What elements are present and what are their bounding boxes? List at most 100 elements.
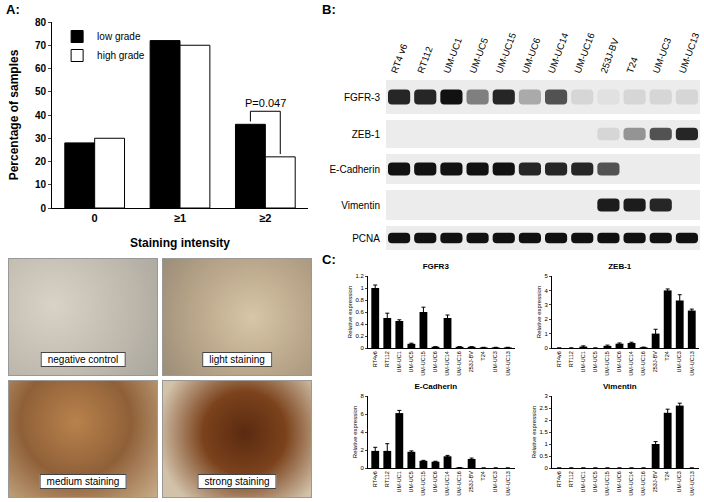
svg-text:UM-UC5: UM-UC5 [408, 471, 414, 492]
svg-text:UM-UC1: UM-UC1 [580, 351, 586, 372]
svg-text:ZEB-1: ZEB-1 [352, 129, 381, 140]
svg-text:UM-UC1: UM-UC1 [396, 351, 402, 372]
svg-text:UM-UC3: UM-UC3 [493, 471, 499, 492]
svg-text:Staining intensity: Staining intensity [130, 236, 230, 250]
svg-text:PCNA: PCNA [352, 233, 380, 244]
svg-text:1: 1 [544, 331, 548, 337]
svg-text:RT4v6: RT4v6 [372, 471, 378, 487]
svg-text:3: 3 [544, 393, 548, 399]
svg-text:UM-UC16: UM-UC16 [640, 351, 646, 375]
svg-text:30: 30 [35, 133, 47, 144]
svg-text:UM-UC3: UM-UC3 [650, 36, 673, 74]
svg-text:E-Cadherin: E-Cadherin [414, 382, 457, 391]
svg-text:RT112: RT112 [568, 471, 574, 487]
svg-text:UM-UC5: UM-UC5 [408, 351, 414, 372]
svg-text:5: 5 [544, 273, 548, 279]
svg-text:UM-UC3: UM-UC3 [677, 351, 683, 372]
svg-text:3: 3 [544, 302, 548, 308]
svg-text:40: 40 [35, 110, 47, 121]
svg-text:0.4: 0.4 [355, 321, 364, 327]
svg-text:T24: T24 [480, 351, 486, 360]
svg-text:1: 1 [360, 285, 364, 291]
svg-text:Relative expression: Relative expression [536, 286, 542, 338]
svg-text:UM-UC3: UM-UC3 [677, 471, 683, 492]
svg-text:RT4v6: RT4v6 [556, 471, 562, 487]
svg-text:0: 0 [360, 465, 364, 471]
svg-text:UM-UC15: UM-UC15 [493, 31, 518, 74]
svg-text:0: 0 [360, 345, 364, 351]
svg-text:T24: T24 [624, 56, 640, 75]
svg-text:B:: B: [322, 2, 336, 17]
svg-text:20: 20 [35, 156, 47, 167]
svg-text:UM-UC1: UM-UC1 [580, 471, 586, 492]
svg-text:T24: T24 [664, 351, 670, 360]
svg-text:Relative expression: Relative expression [531, 406, 537, 458]
svg-text:UM-UC16: UM-UC16 [640, 471, 646, 495]
svg-text:1.2: 1.2 [355, 273, 364, 279]
svg-text:P=0.047: P=0.047 [245, 97, 286, 109]
svg-text:UM-UC16: UM-UC16 [572, 31, 597, 74]
svg-text:2.5: 2.5 [539, 405, 548, 411]
svg-text:UM-UC13: UM-UC13 [689, 351, 695, 375]
svg-text:8: 8 [360, 393, 364, 399]
svg-text:10: 10 [35, 179, 47, 190]
svg-text:60: 60 [35, 63, 47, 74]
svg-text:253J-BV: 253J-BV [468, 471, 474, 492]
svg-text:70: 70 [35, 40, 47, 51]
svg-text:0.6: 0.6 [355, 309, 364, 315]
svg-text:0: 0 [40, 203, 46, 214]
svg-text:Vimentin: Vimentin [603, 382, 637, 391]
svg-text:UM-UC14: UM-UC14 [628, 351, 634, 375]
svg-text:ZEB-1: ZEB-1 [608, 262, 632, 271]
svg-text:UM-UC1: UM-UC1 [396, 471, 402, 492]
svg-text:80: 80 [35, 17, 47, 28]
svg-text:2: 2 [544, 316, 548, 322]
svg-text:253J-BV: 253J-BV [652, 471, 658, 492]
svg-text:RT4v6: RT4v6 [556, 351, 562, 367]
svg-text:UM-UC15: UM-UC15 [604, 351, 610, 375]
svg-text:FGFR-3: FGFR-3 [344, 92, 381, 103]
svg-text:0: 0 [544, 345, 548, 351]
svg-text:253J-BV: 253J-BV [652, 351, 658, 372]
svg-text:UM-UC16: UM-UC16 [456, 351, 462, 375]
svg-text:UM-UC15: UM-UC15 [604, 471, 610, 495]
svg-text:0: 0 [544, 465, 548, 471]
svg-text:FGFR3: FGFR3 [423, 262, 450, 271]
svg-text:RT112: RT112 [384, 471, 390, 487]
svg-text:RT112: RT112 [568, 351, 574, 367]
svg-text:1.5: 1.5 [539, 429, 548, 435]
svg-text:UM-UC13: UM-UC13 [689, 471, 695, 495]
svg-text:4: 4 [360, 429, 364, 435]
svg-text:0.5: 0.5 [539, 453, 548, 459]
svg-text:UM-UC16: UM-UC16 [456, 471, 462, 495]
svg-text:UM-UC14: UM-UC14 [444, 351, 450, 375]
svg-text:UM-UC5: UM-UC5 [467, 36, 490, 74]
svg-text:RT112: RT112 [384, 351, 390, 367]
svg-text:253J-BV: 253J-BV [598, 36, 621, 75]
svg-text:T24: T24 [664, 471, 670, 480]
svg-text:UM-UC5: UM-UC5 [592, 471, 598, 492]
svg-text:UM-UC14: UM-UC14 [546, 31, 571, 74]
svg-text:50: 50 [35, 86, 47, 97]
svg-text:0: 0 [92, 212, 98, 224]
svg-text:UM-UC14: UM-UC14 [628, 471, 634, 495]
svg-text:UM-UC6: UM-UC6 [616, 351, 622, 372]
svg-text:≥1: ≥1 [174, 212, 186, 224]
svg-text:2: 2 [360, 447, 364, 453]
svg-text:UM-UC6: UM-UC6 [616, 471, 622, 492]
svg-text:Vimentin: Vimentin [341, 200, 380, 211]
svg-text:2: 2 [544, 417, 548, 423]
svg-text:≥2: ≥2 [259, 212, 271, 224]
svg-text:UM-UC1: UM-UC1 [441, 36, 464, 74]
svg-text:E-Cadherin: E-Cadherin [329, 164, 380, 175]
svg-text:UM-UC14: UM-UC14 [444, 471, 450, 495]
svg-text:low grade: low grade [97, 31, 141, 42]
svg-text:253J-BV: 253J-BV [468, 351, 474, 372]
svg-text:UM-UC6: UM-UC6 [432, 351, 438, 372]
svg-text:0.2: 0.2 [355, 333, 364, 339]
svg-text:UM-UC6: UM-UC6 [519, 36, 542, 74]
svg-text:UM-UC6: UM-UC6 [432, 471, 438, 492]
svg-text:UM-UC13: UM-UC13 [505, 351, 511, 375]
svg-text:Relative expression: Relative expression [352, 406, 358, 458]
svg-text:UM-UC15: UM-UC15 [420, 351, 426, 375]
